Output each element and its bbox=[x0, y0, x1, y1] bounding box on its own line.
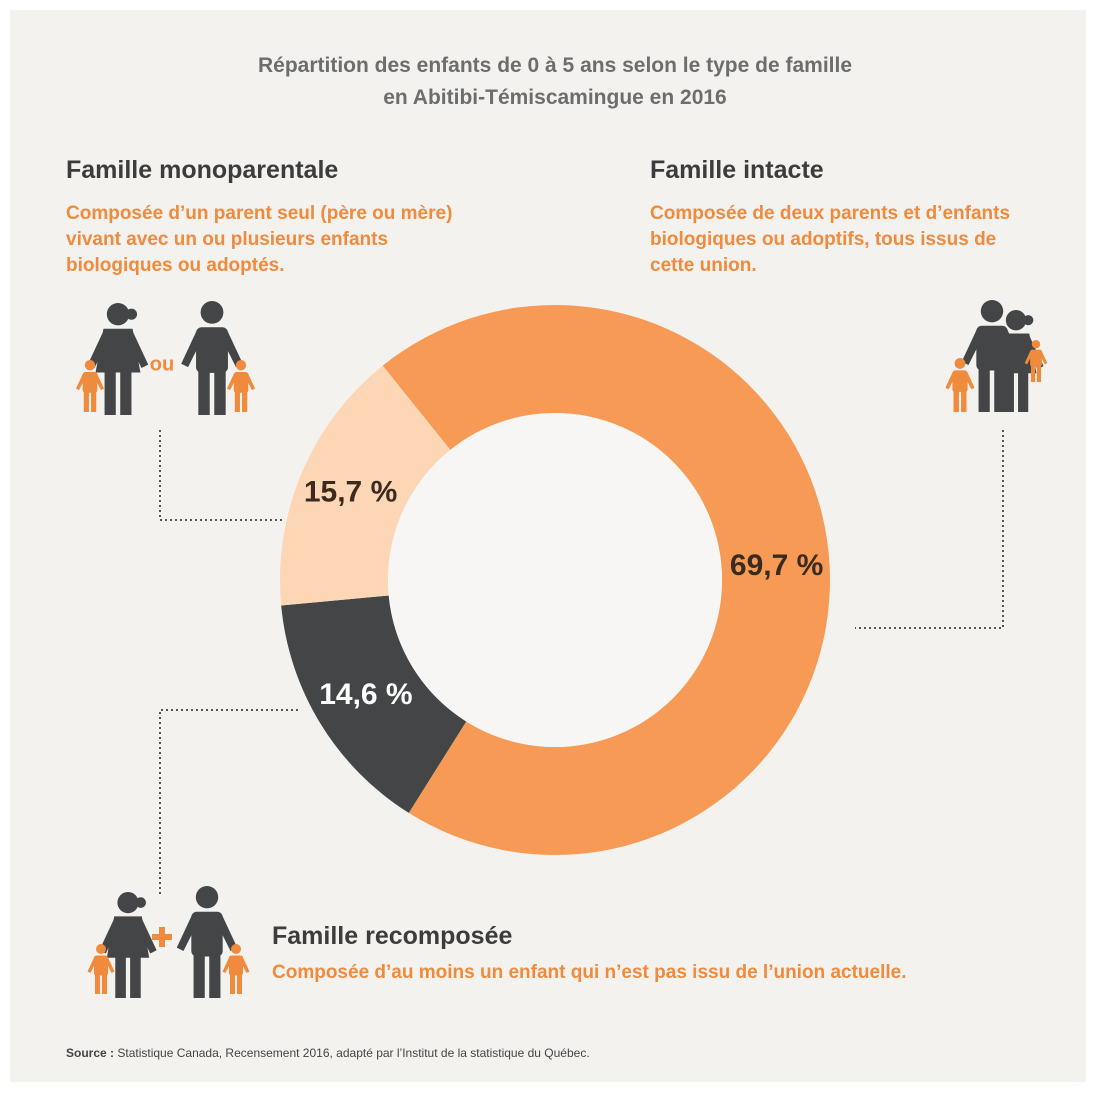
arms bbox=[99, 918, 157, 954]
connectors bbox=[159, 430, 1004, 895]
leg bbox=[1030, 364, 1036, 382]
category-description: Composée de deux parents et d’enfants bi… bbox=[650, 203, 1011, 276]
head bbox=[980, 300, 1004, 323]
arms bbox=[226, 373, 256, 391]
category-description: Composée d’un parent seul (père ou mère)… bbox=[66, 203, 453, 276]
category-description: Composée d’au moins un enfant qui n’est … bbox=[272, 962, 907, 983]
arms bbox=[945, 371, 975, 390]
leg bbox=[953, 389, 959, 412]
leg bbox=[230, 973, 235, 994]
title-line: Répartition des enfants de 0 à 5 ans sel… bbox=[257, 54, 853, 77]
leg bbox=[193, 950, 205, 998]
torso bbox=[1030, 349, 1042, 367]
person-icon bbox=[222, 944, 250, 994]
torso bbox=[233, 371, 249, 393]
head bbox=[1031, 340, 1041, 349]
torso bbox=[82, 371, 98, 393]
donut-segment bbox=[280, 365, 451, 606]
arms bbox=[1024, 350, 1048, 365]
leg bbox=[1036, 364, 1042, 382]
leg bbox=[209, 950, 221, 998]
arms bbox=[176, 914, 238, 951]
category-heading: Famille recomposée bbox=[272, 922, 513, 950]
leg bbox=[115, 953, 126, 998]
value-label: 69,7 % bbox=[730, 549, 823, 582]
arms bbox=[222, 956, 250, 973]
head bbox=[235, 360, 247, 371]
person-icon bbox=[176, 886, 238, 998]
torso bbox=[191, 911, 223, 957]
leg bbox=[994, 364, 1006, 412]
person-icon bbox=[945, 358, 975, 412]
value-label: 14,6 % bbox=[319, 678, 412, 711]
leg bbox=[91, 390, 97, 412]
source: Source : Statistique Canada, Recensement… bbox=[66, 1046, 590, 1060]
category-heading: Famille monoparentale bbox=[66, 156, 339, 184]
title-line: en Abitibi-Témiscamingue en 2016 bbox=[383, 86, 727, 109]
donut-hole bbox=[388, 413, 722, 747]
leg bbox=[104, 367, 116, 415]
torso bbox=[94, 955, 108, 976]
head bbox=[195, 886, 219, 909]
leg bbox=[1018, 369, 1029, 412]
ponytail bbox=[135, 897, 147, 908]
value-label: 15,7 % bbox=[304, 475, 397, 508]
leg bbox=[978, 364, 990, 412]
arms bbox=[181, 329, 243, 368]
head bbox=[1005, 310, 1027, 331]
or-label: ou bbox=[150, 353, 174, 375]
head bbox=[117, 892, 139, 914]
ponytail bbox=[125, 308, 138, 320]
person-icon bbox=[87, 303, 149, 415]
leg bbox=[83, 390, 89, 412]
torso bbox=[196, 327, 228, 373]
person-icon bbox=[87, 944, 115, 994]
person-icon bbox=[99, 892, 157, 998]
head bbox=[954, 358, 966, 369]
leg bbox=[130, 953, 141, 998]
head bbox=[84, 360, 96, 371]
head bbox=[106, 303, 130, 326]
head bbox=[231, 944, 241, 954]
torso bbox=[952, 370, 968, 393]
donut-segment bbox=[382, 305, 830, 856]
leg bbox=[234, 390, 240, 412]
arms bbox=[75, 373, 105, 391]
leg bbox=[198, 367, 210, 415]
leg bbox=[1003, 369, 1014, 412]
person-icon bbox=[75, 360, 105, 412]
category-heading: Famille intacte bbox=[650, 156, 824, 184]
source-label: Source : bbox=[66, 1046, 115, 1060]
person-icon bbox=[1024, 340, 1048, 382]
leg bbox=[961, 389, 967, 412]
leg bbox=[214, 367, 226, 415]
plus-icon bbox=[152, 927, 172, 947]
donut-segment bbox=[281, 595, 467, 813]
head bbox=[96, 944, 106, 954]
person-icon bbox=[181, 301, 243, 415]
leg bbox=[102, 973, 107, 994]
arms bbox=[87, 956, 115, 973]
person-icon bbox=[226, 360, 256, 412]
leg bbox=[237, 973, 242, 994]
arms bbox=[87, 331, 149, 368]
leg bbox=[242, 390, 248, 412]
leg bbox=[95, 973, 100, 994]
source-text: Statistique Canada, Recensement 2016, ad… bbox=[117, 1046, 590, 1060]
leg bbox=[120, 367, 132, 415]
ponytail bbox=[1023, 315, 1034, 326]
torso bbox=[229, 955, 243, 976]
head bbox=[200, 301, 224, 324]
arms bbox=[988, 335, 1044, 370]
